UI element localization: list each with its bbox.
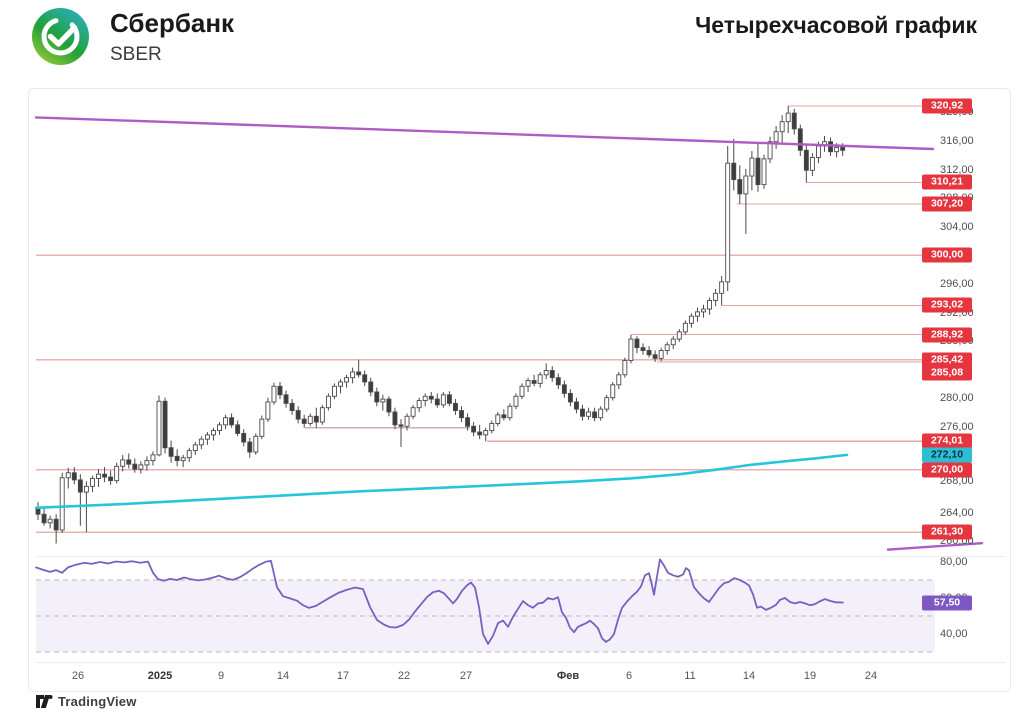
date-axis-label: 26 bbox=[71, 670, 85, 682]
axis-divider bbox=[36, 662, 1006, 663]
rsi-axis-tick: 80,00 bbox=[940, 556, 968, 568]
date-axis-label: 14 bbox=[276, 670, 290, 682]
date-axis-label: 14 bbox=[742, 670, 756, 682]
ma-value-badge: 272,10 bbox=[922, 447, 972, 463]
price-axis-tick: 276,00 bbox=[940, 421, 974, 433]
pane-divider bbox=[36, 556, 1006, 557]
date-axis-label: 2025 bbox=[147, 670, 173, 682]
price-axis-tick: 296,00 bbox=[940, 278, 974, 290]
price-level-badge: 293,02 bbox=[922, 297, 972, 313]
price-level-badge: 307,20 bbox=[922, 196, 972, 212]
date-axis-label: 24 bbox=[864, 670, 878, 682]
header: Сбербанк SBER Четырехчасовой график bbox=[0, 0, 1023, 86]
price-level-badge: 285,08 bbox=[922, 365, 972, 380]
price-axis-tick: 280,00 bbox=[940, 392, 974, 405]
instrument-title: Сбербанк bbox=[110, 8, 235, 38]
price-level-badge: 320,92 bbox=[922, 98, 972, 114]
date-axis-label: 19 bbox=[803, 670, 817, 682]
sberbank-logo-icon bbox=[32, 8, 89, 65]
rsi-axis-tick: 40,00 bbox=[940, 628, 968, 640]
date-axis-label: Фев bbox=[556, 670, 580, 682]
price-level-badge: 310,21 bbox=[922, 174, 972, 190]
check-circle-icon bbox=[41, 17, 80, 56]
price-level-badge: 288,92 bbox=[922, 327, 972, 343]
date-axis-label: 11 bbox=[684, 670, 696, 682]
watermark-text: TradingView bbox=[58, 694, 137, 709]
date-axis-label: 27 bbox=[459, 670, 473, 682]
price-level-badge: 285,42 bbox=[922, 352, 972, 368]
price-axis-tick: 312,00 bbox=[940, 163, 974, 176]
price-axis-tick: 316,00 bbox=[940, 135, 974, 147]
price-level-badge: 261,30 bbox=[922, 524, 972, 540]
date-axis-label: 22 bbox=[397, 670, 411, 682]
price-level-badge: 274,01 bbox=[922, 433, 972, 449]
rsi-value-badge: 57,50 bbox=[922, 595, 972, 610]
date-axis-label: 17 bbox=[336, 670, 350, 682]
date-axis-label: 9 bbox=[217, 670, 225, 682]
price-axis-tick: 264,00 bbox=[940, 506, 974, 519]
date-axis-label: 6 bbox=[625, 670, 633, 682]
price-level-badge: 270,00 bbox=[922, 462, 972, 478]
price-level-badge: 300,00 bbox=[922, 247, 972, 263]
tradingview-watermark: TradingView bbox=[36, 694, 137, 709]
timeframe-title: Четырехчасовой график bbox=[695, 12, 977, 38]
tradingview-icon bbox=[36, 695, 53, 708]
price-axis-tick: 268,00 bbox=[940, 475, 974, 487]
instrument-ticker: SBER bbox=[110, 44, 162, 65]
chart-card bbox=[28, 88, 1011, 692]
price-axis-tick: 304,00 bbox=[940, 220, 974, 233]
